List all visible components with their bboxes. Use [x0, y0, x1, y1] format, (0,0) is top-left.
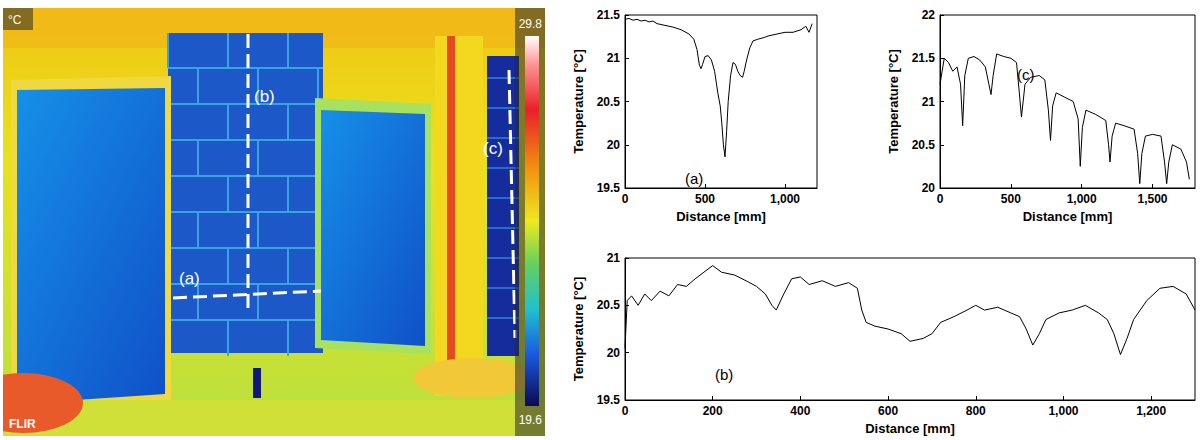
svg-text:1,000: 1,000 [1048, 404, 1078, 418]
svg-text:21.5: 21.5 [597, 8, 621, 22]
svg-text:29.8: 29.8 [519, 17, 543, 31]
svg-text:21: 21 [922, 95, 936, 109]
svg-text:1,000: 1,000 [770, 192, 800, 206]
svg-text:0: 0 [937, 192, 944, 206]
svg-text:1,000: 1,000 [1067, 192, 1097, 206]
svg-text:20.5: 20.5 [597, 95, 621, 109]
svg-text:(c): (c) [1017, 66, 1035, 83]
svg-text:FLIR: FLIR [9, 417, 36, 431]
svg-text:Temperature [°C]: Temperature [°C] [571, 49, 586, 154]
svg-text:0: 0 [622, 404, 629, 418]
svg-text:Distance [mm]: Distance [mm] [865, 421, 955, 436]
svg-text:21: 21 [607, 51, 621, 65]
svg-text:200: 200 [703, 404, 723, 418]
svg-text:19.5: 19.5 [597, 393, 621, 407]
svg-text:20: 20 [607, 138, 621, 152]
svg-text:21.5: 21.5 [912, 51, 936, 65]
svg-text:Temperature [°C]: Temperature [°C] [571, 277, 586, 382]
svg-text:(b): (b) [715, 366, 733, 383]
svg-text:(c): (c) [483, 139, 503, 158]
svg-text:(b): (b) [254, 87, 275, 106]
svg-text:°C: °C [8, 13, 22, 27]
svg-text:500: 500 [695, 192, 715, 206]
svg-text:20.5: 20.5 [912, 138, 936, 152]
svg-text:Temperature [°C]: Temperature [°C] [886, 49, 901, 154]
svg-text:500: 500 [1001, 192, 1021, 206]
svg-text:22: 22 [922, 8, 936, 22]
svg-text:800: 800 [966, 404, 986, 418]
svg-text:Distance [mm]: Distance [mm] [1023, 209, 1113, 224]
svg-text:19.6: 19.6 [519, 413, 543, 427]
svg-text:400: 400 [790, 404, 810, 418]
svg-text:20: 20 [922, 181, 936, 195]
svg-text:21: 21 [607, 251, 621, 265]
svg-text:1,500: 1,500 [1137, 192, 1167, 206]
svg-text:Distance [mm]: Distance [mm] [676, 209, 766, 224]
svg-text:600: 600 [878, 404, 898, 418]
svg-text:20: 20 [607, 346, 621, 360]
svg-text:(a): (a) [685, 170, 703, 187]
svg-text:0: 0 [622, 192, 629, 206]
svg-text:(a): (a) [179, 269, 200, 288]
svg-text:20.5: 20.5 [597, 298, 621, 312]
svg-text:19.5: 19.5 [597, 181, 621, 195]
svg-text:1,200: 1,200 [1136, 404, 1166, 418]
